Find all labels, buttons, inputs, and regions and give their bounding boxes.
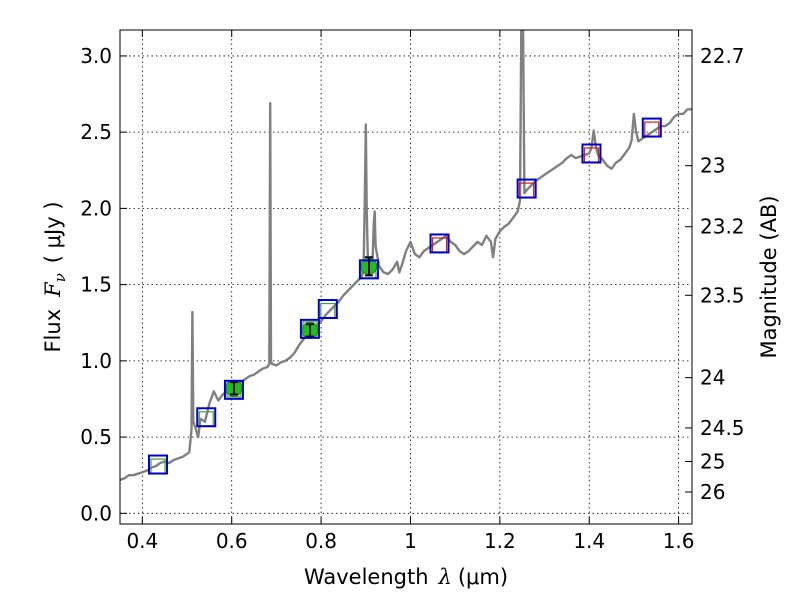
observed-photometry-box (196, 407, 217, 428)
magnitude-tick-label: 23.5 (700, 283, 745, 307)
sed-line (120, 30, 692, 481)
x-tick-label: 0.4 (126, 529, 158, 553)
y-tick-label: 0.5 (80, 425, 112, 449)
magnitude-tick-label: 23.2 (700, 215, 745, 239)
observed-photometry-box (581, 143, 602, 164)
magnitude-axis-label: Magnitude (AB) (757, 195, 781, 358)
observed-photometry-box (317, 299, 338, 320)
observed-photometry-box (358, 259, 379, 280)
observed-photometry-box (147, 454, 168, 475)
axis-ticks: 0.4 0.6 0.8 1 1.2 1.4 1.6 0.0 0.5 1.0 1.5 2.0 2.5 3.0… (80, 30, 745, 553)
y-tick-label: 1.5 (80, 273, 112, 297)
x-tick-label: 1.6 (663, 529, 695, 553)
magnitude-tick-label: 22.7 (700, 44, 745, 68)
observed-photometry-box (429, 233, 450, 254)
x-tick-label: 1.2 (484, 529, 516, 553)
plot-frame (119, 29, 693, 525)
grid (120, 30, 692, 524)
y-tick-label: 2.0 (80, 196, 112, 220)
x-tick-label: 1.4 (573, 529, 605, 553)
y-tick-label: 2.5 (80, 120, 112, 144)
observed-photometry-box (641, 117, 662, 138)
plot-area (120, 30, 692, 481)
magnitude-tick-label: 26 (700, 480, 725, 504)
model-photometry-square (320, 302, 336, 319)
magnitude-tick-label: 23 (700, 154, 725, 178)
y-tick-label: 3.0 (80, 44, 112, 68)
y-tick-label: 1.0 (80, 349, 112, 373)
x-tick-label: 0.6 (216, 529, 248, 553)
x-tick-label: 1 (404, 529, 417, 553)
observed-photometry-box (516, 178, 537, 199)
observed-photometry-box (223, 379, 244, 400)
y-tick-label: 0.0 (80, 501, 112, 525)
magnitude-tick-label: 24 (700, 366, 725, 390)
magnitude-tick-label: 25 (700, 449, 725, 473)
observed-photometry-box (299, 318, 320, 339)
x-axis-label: Wavelength λ (μm) (304, 565, 508, 589)
magnitude-tick-label: 24.5 (700, 416, 745, 440)
y-axis-label: FluxFν( μJy ) (41, 201, 69, 352)
x-tick-label: 0.8 (305, 529, 337, 553)
